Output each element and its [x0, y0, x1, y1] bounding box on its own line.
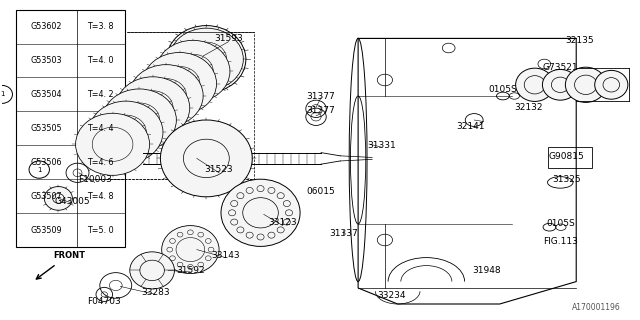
Text: T=3. 8: T=3. 8 — [88, 22, 114, 31]
Ellipse shape — [543, 69, 578, 100]
Bar — [16, 10, 125, 247]
Text: T=4. 2: T=4. 2 — [88, 90, 114, 99]
Text: 33123: 33123 — [269, 218, 297, 227]
Ellipse shape — [102, 89, 177, 151]
Text: G43005: G43005 — [54, 197, 90, 206]
Text: 31337: 31337 — [329, 229, 358, 238]
Ellipse shape — [130, 252, 175, 289]
Ellipse shape — [76, 113, 150, 175]
Text: G73521: G73521 — [543, 63, 578, 72]
Text: F10003: F10003 — [78, 175, 111, 184]
Ellipse shape — [129, 65, 203, 127]
Text: 31592: 31592 — [176, 266, 205, 275]
Text: G53507: G53507 — [31, 192, 62, 201]
Text: G53505: G53505 — [31, 124, 62, 133]
Text: 32132: 32132 — [514, 103, 543, 112]
Text: 33234: 33234 — [377, 292, 406, 300]
Text: G90815: G90815 — [548, 152, 584, 161]
Text: 33283: 33283 — [141, 288, 170, 297]
Text: F04703: F04703 — [88, 297, 121, 306]
Text: 31948: 31948 — [472, 266, 501, 275]
Ellipse shape — [161, 120, 252, 197]
Text: 1: 1 — [37, 167, 42, 172]
Ellipse shape — [167, 26, 246, 93]
Text: FIG.113: FIG.113 — [543, 237, 578, 246]
Text: 0105S: 0105S — [488, 85, 517, 94]
Ellipse shape — [170, 28, 243, 90]
Ellipse shape — [44, 187, 72, 210]
Text: 0105S: 0105S — [546, 220, 575, 228]
Text: A170001196: A170001196 — [572, 303, 621, 312]
Text: 33143: 33143 — [211, 252, 240, 260]
Text: 31377: 31377 — [307, 106, 335, 115]
Ellipse shape — [156, 40, 230, 102]
Text: G53602: G53602 — [31, 22, 62, 31]
Text: FRONT: FRONT — [53, 252, 85, 260]
Text: T=4. 8: T=4. 8 — [88, 192, 114, 201]
Text: G53509: G53509 — [31, 226, 62, 235]
Ellipse shape — [89, 101, 163, 163]
Ellipse shape — [221, 179, 300, 246]
Text: G53503: G53503 — [31, 56, 62, 65]
Text: 32141: 32141 — [457, 122, 485, 131]
Ellipse shape — [595, 70, 628, 99]
Ellipse shape — [162, 226, 219, 274]
Text: 32135: 32135 — [565, 36, 594, 44]
Text: G53506: G53506 — [31, 158, 62, 167]
Text: T=5. 0: T=5. 0 — [88, 226, 114, 235]
Ellipse shape — [143, 52, 216, 115]
Ellipse shape — [516, 68, 554, 101]
Text: 31331: 31331 — [367, 141, 396, 150]
Ellipse shape — [565, 67, 606, 102]
Bar — [548, 147, 592, 168]
Text: T=4. 4: T=4. 4 — [88, 124, 114, 133]
Text: 31377: 31377 — [307, 92, 335, 100]
Text: 06015: 06015 — [307, 188, 335, 196]
Text: 31593: 31593 — [214, 34, 243, 43]
Ellipse shape — [116, 77, 189, 139]
Text: T=4. 6: T=4. 6 — [88, 158, 114, 167]
Text: 31523: 31523 — [205, 165, 234, 174]
Text: 1: 1 — [0, 92, 4, 97]
Text: 31325: 31325 — [552, 175, 581, 184]
Text: G53504: G53504 — [31, 90, 62, 99]
Text: T=4. 0: T=4. 0 — [88, 56, 114, 65]
